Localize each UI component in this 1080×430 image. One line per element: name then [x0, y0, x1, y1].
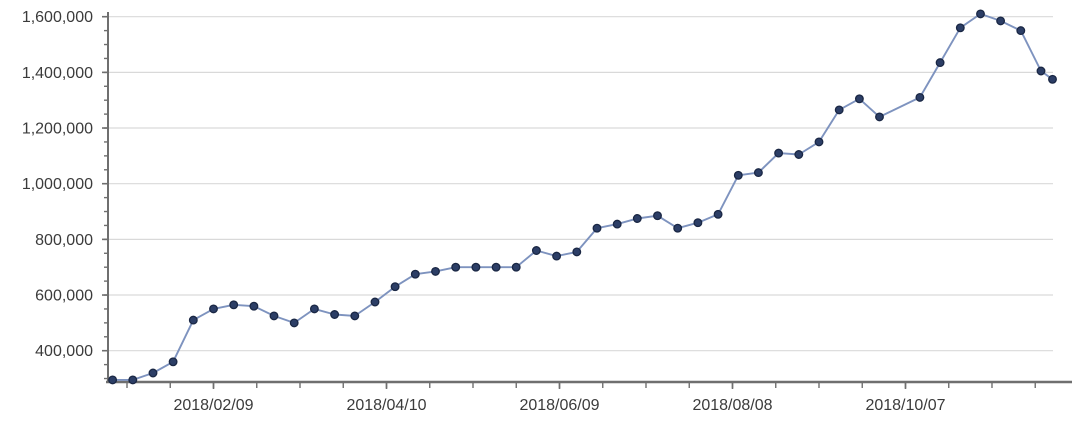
- x-axis-ticks: 2018/02/09 2018/04/10 2018/06/09 2018/08/08…: [126, 383, 1036, 414]
- data-point-marker: [370, 297, 380, 307]
- data-point-marker: [733, 170, 743, 180]
- data-point-marker: [1016, 26, 1026, 36]
- data-points: [108, 9, 1057, 385]
- y-tick-label: 1,000,000: [22, 176, 93, 193]
- data-point-marker: [451, 262, 461, 272]
- data-point-marker: [531, 246, 541, 255]
- data-point-marker: [108, 375, 118, 385]
- data-point-marker: [572, 247, 582, 257]
- y-tick-label: 400,000: [35, 343, 93, 360]
- data-point-marker: [653, 211, 662, 221]
- data-point-marker: [188, 315, 198, 325]
- x-tick-label: 2018/04/10: [346, 397, 426, 414]
- y-tick-label: 1,400,000: [22, 65, 93, 82]
- x-tick-label: 2018/10/07: [865, 397, 945, 414]
- data-point-marker: [309, 304, 319, 314]
- data-point-marker: [168, 357, 178, 367]
- y-axis-ticks: 400,000 600,000 800,000 1,000,000 1,200,000 1…: [22, 9, 108, 380]
- data-point-marker: [269, 311, 279, 321]
- data-point-marker: [1048, 74, 1057, 84]
- gridlines: [108, 16, 1053, 352]
- data-point-marker: [592, 223, 602, 233]
- data-point-marker: [1036, 66, 1046, 76]
- data-point-marker: [148, 368, 158, 378]
- data-point-marker: [552, 251, 562, 261]
- data-point-marker: [491, 262, 501, 272]
- data-point-marker: [774, 148, 784, 158]
- data-point-marker: [471, 262, 481, 272]
- series-line: [111, 12, 1054, 381]
- series: [111, 12, 1054, 381]
- data-point-marker: [693, 218, 703, 228]
- data-point-marker: [794, 150, 804, 159]
- data-point-marker: [431, 266, 440, 276]
- data-point-marker: [612, 219, 622, 229]
- data-point-marker: [915, 92, 925, 102]
- data-point-marker: [390, 282, 400, 292]
- data-point-marker: [229, 300, 239, 310]
- y-tick-label: 800,000: [35, 232, 93, 249]
- data-point-marker: [996, 16, 1006, 26]
- data-point-marker: [249, 301, 259, 311]
- data-point-marker: [289, 318, 299, 328]
- data-point-marker: [854, 94, 864, 104]
- data-point-marker: [511, 262, 521, 272]
- data-point-marker: [955, 23, 965, 33]
- y-tick-label: 600,000: [35, 288, 93, 305]
- data-point-marker: [209, 304, 218, 314]
- data-point-marker: [935, 58, 945, 68]
- y-tick-label: 1,600,000: [22, 9, 93, 26]
- data-point-marker: [410, 269, 420, 279]
- axes: [106, 12, 1072, 384]
- data-point-marker: [350, 311, 360, 321]
- data-point-marker: [330, 310, 340, 319]
- data-point-marker: [976, 9, 985, 19]
- data-point-marker: [632, 214, 642, 223]
- data-point-marker: [128, 375, 138, 385]
- data-point-marker: [814, 137, 824, 147]
- x-tick-label: 2018/06/09: [519, 397, 599, 414]
- x-tick-label: 2018/08/08: [692, 397, 772, 414]
- data-point-marker: [834, 105, 844, 115]
- data-point-marker: [713, 209, 723, 219]
- data-point-marker: [673, 223, 683, 233]
- y-tick-label: 1,200,000: [22, 121, 93, 138]
- data-point-marker: [875, 112, 884, 122]
- x-tick-label: 2018/02/09: [173, 397, 253, 414]
- data-point-marker: [753, 168, 763, 178]
